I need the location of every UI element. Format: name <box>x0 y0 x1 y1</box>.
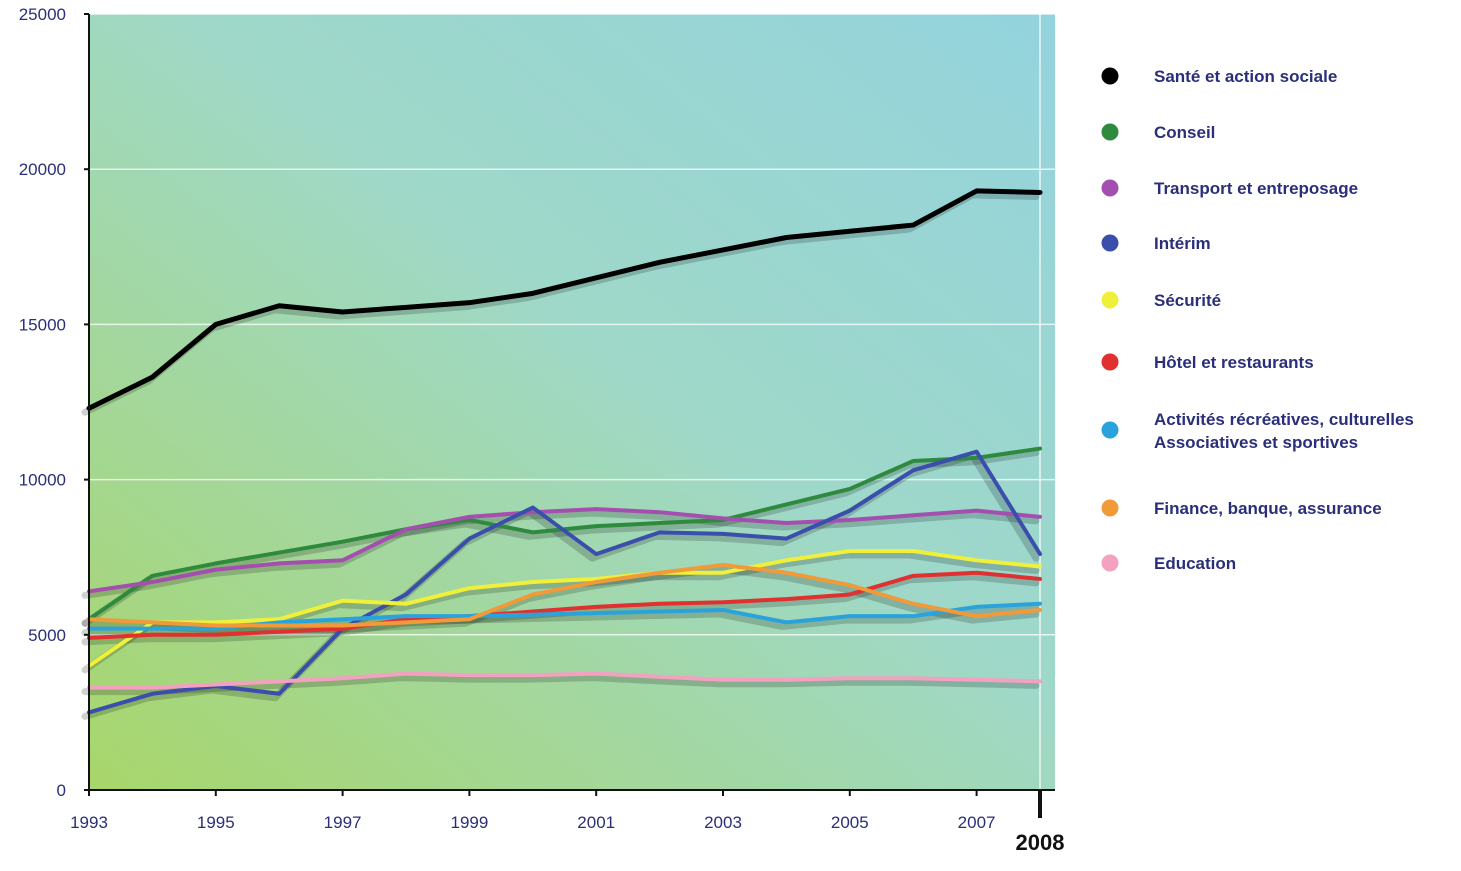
legend-item: Hôtel et restaurants <box>1101 353 1314 372</box>
y-tick-label: 0 <box>57 781 66 800</box>
legend-marker <box>1101 179 1119 197</box>
series-shadow <box>81 191 1040 416</box>
series-line <box>87 449 1042 715</box>
y-tick-label: 25000 <box>19 5 66 24</box>
legend-label: Transport et entreposage <box>1154 179 1358 198</box>
axes: 0 5000 10000 15000 20000 25000 1993 1995 1997 199… <box>19 5 1065 855</box>
series-line <box>87 671 1042 690</box>
series-line <box>87 507 1042 594</box>
legend-marker <box>1101 234 1119 252</box>
legend-marker <box>1101 554 1119 572</box>
series-line <box>87 570 1042 640</box>
series-lines <box>81 188 1043 720</box>
legend-label: Finance, banque, assurance <box>1154 499 1382 518</box>
x-tick-label: 1993 <box>70 813 108 832</box>
legend-marker <box>1101 353 1119 371</box>
series-shadow <box>81 604 1040 637</box>
legend-label: Activités récréatives, culturelles <box>1154 410 1414 429</box>
series-shadow <box>81 674 1040 696</box>
x-tick-label: 2005 <box>831 813 869 832</box>
legend-label: Conseil <box>1154 123 1215 142</box>
y-tick-label: 5000 <box>28 626 66 645</box>
series-line <box>87 548 1042 668</box>
legend-item: Intérim <box>1101 234 1211 253</box>
legend-item: Sécurité <box>1101 291 1221 310</box>
series-line <box>86 188 1043 411</box>
legend-marker <box>1101 123 1119 141</box>
series-shadow <box>81 449 1040 627</box>
x-tick-label: 1999 <box>450 813 488 832</box>
legend-marker <box>1101 291 1119 309</box>
series-shadow <box>81 509 1040 599</box>
y-tick-label: 15000 <box>19 315 66 334</box>
x-tick-label: 1995 <box>197 813 235 832</box>
legend-marker <box>1101 499 1119 517</box>
legend-item: Education <box>1101 554 1236 573</box>
legend-label: Education <box>1154 554 1236 573</box>
legend-item: Santé et action sociale <box>1101 67 1337 86</box>
x-tick-label: 2001 <box>577 813 615 832</box>
legend-item: Finance, banque, assurance <box>1101 499 1382 518</box>
legend-label: Intérim <box>1154 234 1211 253</box>
y-tick-label: 10000 <box>19 471 66 490</box>
x-tick-label: 2003 <box>704 813 742 832</box>
series-line <box>87 562 1042 628</box>
legend-label: Sécurité <box>1154 291 1221 310</box>
legend-label: Santé et action sociale <box>1154 67 1337 86</box>
legend-item: Conseil <box>1101 123 1215 142</box>
x-tick-label-final: 2008 <box>1016 830 1065 855</box>
series-shadow <box>81 565 1040 633</box>
legend-label: Associatives et sportives <box>1154 433 1358 452</box>
legend-item: Transport et entreposage <box>1101 179 1358 198</box>
legend: Santé et action sociale Conseil Transport … <box>1101 67 1414 573</box>
legend-marker <box>1101 421 1119 439</box>
y-tick-label: 20000 <box>19 160 66 179</box>
legend-label: Hôtel et restaurants <box>1154 353 1314 372</box>
legend-marker <box>1101 67 1119 85</box>
x-tick-label: 1997 <box>324 813 362 832</box>
x-tick-label: 2007 <box>958 813 996 832</box>
legend-item: Activités récréatives, culturelles Associ… <box>1101 410 1414 452</box>
plot-area <box>89 14 1055 790</box>
